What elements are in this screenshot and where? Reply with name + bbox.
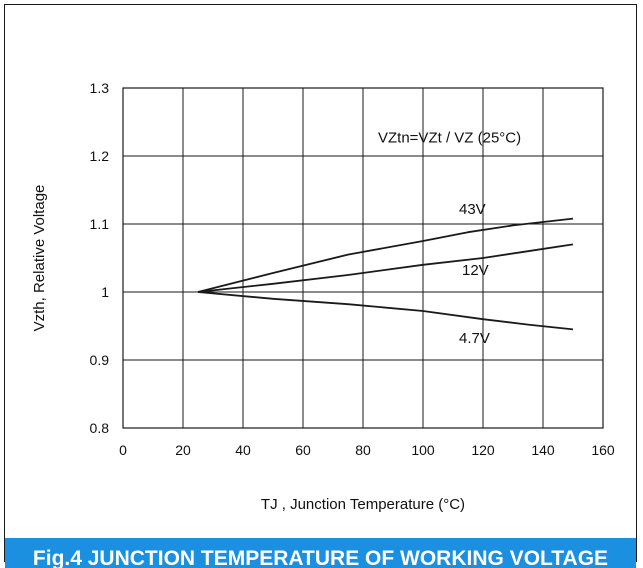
- series-line-4-7v: [197, 291, 574, 331]
- x-tick-label: 40: [235, 442, 251, 458]
- x-axis-title: TJ , Junction Temperature (°C): [261, 496, 465, 513]
- x-tick-label: 160: [591, 442, 615, 458]
- x-tick-label: 20: [175, 442, 191, 458]
- annotation: VZtn=VZt / VZ (25°C): [378, 129, 521, 146]
- x-tick-label: 140: [531, 442, 555, 458]
- x-tick-label: 60: [295, 442, 311, 458]
- series-line-12v: [197, 243, 574, 293]
- annotation: 12V: [462, 262, 489, 279]
- y-tick-label: 1.3: [90, 80, 110, 96]
- y-tick-label: 1.1: [90, 216, 110, 232]
- figure-caption: Fig.4 JUNCTION TEMPERATURE OF WORKING VO…: [32, 547, 609, 568]
- y-tick-label: 0.9: [90, 352, 110, 368]
- y-tick-label: 1: [101, 284, 109, 300]
- annotation: 43V: [459, 201, 486, 218]
- y-axis-title: Vzth, Relative Voltage: [31, 185, 48, 332]
- x-tick-label: 100: [411, 442, 435, 458]
- x-tick-label: 120: [471, 442, 495, 458]
- x-tick-label: 80: [355, 442, 371, 458]
- annotation: 4.7V: [459, 330, 490, 347]
- y-tick-label: 0.8: [90, 420, 110, 436]
- y-tick-label: 1.2: [90, 148, 110, 164]
- figure-caption-bar: Fig.4 JUNCTION TEMPERATURE OF WORKING VO…: [5, 538, 636, 568]
- chart-frame: [4, 4, 637, 562]
- series-line-43v: [197, 217, 574, 293]
- x-tick-label: 0: [119, 442, 127, 458]
- plot-area-border: [122, 87, 604, 429]
